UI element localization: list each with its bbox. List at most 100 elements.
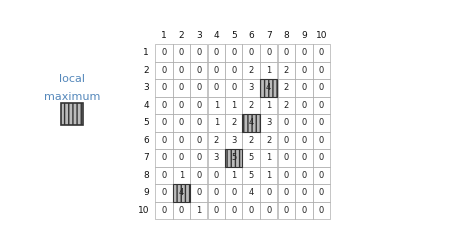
Text: 2: 2 [144, 66, 149, 75]
Text: 0: 0 [214, 66, 219, 75]
Text: 0: 0 [231, 206, 236, 215]
Bar [207, 44, 225, 61]
Text: 4: 4 [213, 31, 219, 40]
Text: 2: 2 [231, 118, 236, 127]
Text: 5: 5 [248, 171, 254, 180]
Bar [243, 44, 260, 61]
Text: 4: 4 [248, 118, 254, 127]
Text: 0: 0 [231, 188, 236, 197]
Text: 0: 0 [179, 66, 184, 75]
Text: 0: 0 [301, 153, 306, 162]
Bar [190, 61, 207, 79]
Bar [190, 184, 207, 201]
Text: 2: 2 [214, 136, 219, 145]
Bar [225, 167, 243, 184]
Text: 0: 0 [196, 83, 201, 92]
Text: 0: 0 [319, 101, 324, 110]
Text: 0: 0 [301, 83, 306, 92]
Text: 6: 6 [248, 31, 254, 40]
Text: 0: 0 [179, 48, 184, 57]
Text: 3: 3 [196, 31, 202, 40]
Text: 0: 0 [266, 188, 271, 197]
Text: 0: 0 [284, 136, 289, 145]
Bar [155, 201, 172, 219]
Text: 0: 0 [231, 48, 236, 57]
Text: 2: 2 [284, 66, 289, 75]
Bar [155, 149, 172, 167]
Text: 0: 0 [179, 118, 184, 127]
Bar [155, 79, 172, 96]
Text: 1: 1 [266, 171, 271, 180]
Text: 0: 0 [161, 171, 166, 180]
Text: 0: 0 [161, 206, 166, 215]
Bar [172, 44, 190, 61]
Bar [155, 114, 172, 132]
Bar [243, 61, 260, 79]
Text: 4: 4 [266, 83, 271, 92]
Text: 0: 0 [319, 118, 324, 127]
Text: 1: 1 [179, 171, 184, 180]
Bar [190, 149, 207, 167]
Bar [225, 96, 243, 114]
Bar [207, 114, 225, 132]
Text: 3: 3 [248, 83, 254, 92]
Bar [155, 44, 172, 61]
Bar [312, 79, 330, 96]
Bar [295, 61, 312, 79]
Text: 0: 0 [319, 66, 324, 75]
Text: 2: 2 [179, 31, 184, 40]
Bar [172, 184, 190, 201]
Text: 0: 0 [319, 206, 324, 215]
Text: 2: 2 [248, 136, 254, 145]
Bar [225, 201, 243, 219]
Bar [207, 184, 225, 201]
Text: 2: 2 [248, 101, 254, 110]
Text: 0: 0 [319, 136, 324, 145]
Bar [155, 96, 172, 114]
Text: 0: 0 [248, 206, 254, 215]
Text: 0: 0 [301, 188, 306, 197]
Text: 0: 0 [161, 118, 166, 127]
Bar [295, 167, 312, 184]
Text: 0: 0 [161, 66, 166, 75]
Bar [225, 44, 243, 61]
Text: 0: 0 [266, 48, 271, 57]
Bar [260, 61, 278, 79]
Text: 0: 0 [301, 118, 306, 127]
Bar [278, 44, 295, 61]
Bar [207, 149, 225, 167]
Bar [278, 167, 295, 184]
Bar [243, 184, 260, 201]
Bar [260, 114, 278, 132]
Text: 0: 0 [196, 66, 201, 75]
Bar [225, 184, 243, 201]
Bar [295, 114, 312, 132]
Bar [155, 61, 172, 79]
Text: 0: 0 [301, 171, 306, 180]
Bar [225, 61, 243, 79]
Bar [295, 201, 312, 219]
Bar [312, 149, 330, 167]
Bar [190, 167, 207, 184]
Bar [172, 132, 190, 149]
Text: 10: 10 [315, 31, 327, 40]
Bar [260, 149, 278, 167]
Text: 1: 1 [214, 118, 219, 127]
Text: 0: 0 [284, 48, 289, 57]
Bar [190, 44, 207, 61]
Bar [243, 79, 260, 96]
Bar [295, 96, 312, 114]
Text: 0: 0 [196, 48, 201, 57]
Bar [172, 79, 190, 96]
Text: 9: 9 [301, 31, 306, 40]
Bar [172, 149, 190, 167]
Bar [278, 201, 295, 219]
Bar [190, 114, 207, 132]
Bar [260, 201, 278, 219]
Text: 2: 2 [284, 83, 289, 92]
Text: 1: 1 [266, 101, 271, 110]
Text: 0: 0 [301, 101, 306, 110]
Text: 0: 0 [196, 171, 201, 180]
Bar [278, 114, 295, 132]
Text: 0: 0 [248, 48, 254, 57]
